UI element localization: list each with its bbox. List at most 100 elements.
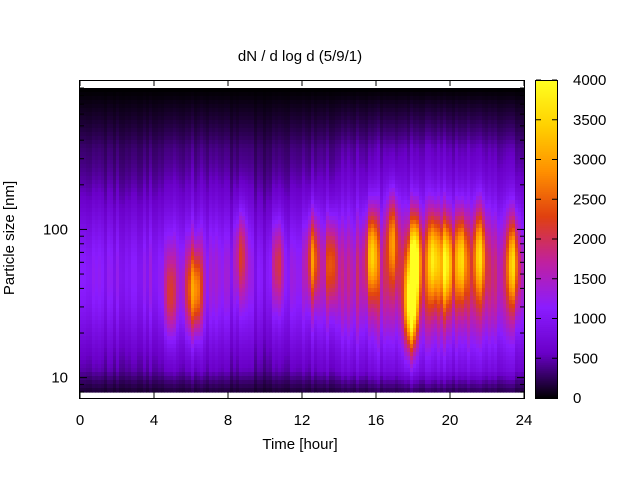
heatmap-cell: [146, 324, 150, 329]
heatmap-cell: [272, 208, 276, 213]
heatmap-cell: [257, 380, 261, 385]
heatmap-cell: [197, 360, 201, 365]
heatmap-cell: [233, 336, 237, 341]
heatmap-cell: [122, 316, 126, 321]
heatmap-cell: [167, 196, 171, 201]
heatmap-cell: [233, 388, 237, 393]
heatmap-cell: [101, 264, 105, 269]
heatmap-cell: [149, 220, 153, 225]
heatmap-cell: [221, 244, 225, 249]
heatmap-cell: [266, 340, 270, 345]
heatmap-cell: [89, 332, 93, 337]
heatmap-cell: [242, 368, 246, 373]
heatmap-cell: [128, 152, 132, 157]
heatmap-cell: [233, 168, 237, 173]
heatmap-cell: [212, 164, 216, 169]
heatmap-cell: [221, 388, 225, 393]
heatmap-cell: [200, 292, 204, 297]
heatmap-cell: [152, 180, 156, 185]
heatmap-cell: [140, 96, 144, 101]
heatmap-cell: [128, 96, 132, 101]
heatmap-cell: [266, 132, 270, 137]
heatmap-cell: [191, 120, 195, 125]
heatmap-cell: [179, 136, 183, 141]
heatmap-cell: [209, 148, 213, 153]
heatmap-cell: [269, 288, 273, 293]
heatmap-cell: [176, 352, 180, 357]
heatmap-cell: [221, 196, 225, 201]
heatmap-cell: [116, 192, 120, 197]
heatmap-cell: [107, 112, 111, 117]
heatmap-cell: [254, 380, 258, 385]
heatmap-cell: [200, 324, 204, 329]
heatmap-cell: [152, 228, 156, 233]
heatmap-cell: [260, 144, 264, 149]
heatmap-cell: [182, 144, 186, 149]
heatmap-cell: [158, 164, 162, 169]
heatmap-cell: [152, 312, 156, 317]
heatmap-cell: [257, 116, 261, 121]
heatmap-cell: [200, 260, 204, 265]
heatmap-cell: [95, 212, 99, 217]
heatmap-cell: [197, 276, 201, 281]
heatmap-cell: [230, 364, 234, 369]
heatmap-cell: [140, 220, 144, 225]
heatmap-cell: [149, 360, 153, 365]
heatmap-cell: [86, 240, 90, 245]
heatmap-cell: [161, 144, 165, 149]
heatmap-cell: [233, 276, 237, 281]
heatmap-cell: [113, 168, 117, 173]
heatmap-cell: [203, 376, 207, 381]
heatmap-cell: [92, 164, 96, 169]
heatmap-cell: [95, 280, 99, 285]
heatmap-cell: [86, 316, 90, 321]
heatmap-cell: [173, 136, 177, 141]
heatmap-cell: [224, 248, 228, 253]
heatmap-cell: [254, 316, 258, 321]
heatmap-cell: [185, 316, 189, 321]
heatmap-cell: [143, 156, 147, 161]
heatmap-cell: [155, 312, 159, 317]
heatmap-cell: [182, 296, 186, 301]
heatmap-cell: [173, 132, 177, 137]
heatmap-cell: [149, 92, 153, 97]
heatmap-cell: [143, 256, 147, 261]
heatmap-cell: [197, 120, 201, 125]
heatmap-cell: [242, 332, 246, 337]
heatmap-cell: [206, 308, 210, 313]
heatmap-cell: [272, 116, 276, 121]
heatmap-cell: [131, 352, 135, 357]
heatmap-cell: [89, 148, 93, 153]
heatmap-cell: [128, 244, 132, 249]
heatmap-cell: [191, 88, 195, 93]
heatmap-cell: [161, 108, 165, 113]
heatmap-cell: [197, 100, 201, 105]
heatmap-cell: [209, 232, 213, 237]
heatmap-cell: [116, 352, 120, 357]
heatmap-cell: [203, 200, 207, 205]
heatmap-cell: [272, 244, 276, 249]
heatmap-cell: [191, 192, 195, 197]
heatmap-cell: [143, 104, 147, 109]
heatmap-cell: [215, 272, 219, 277]
heatmap-cell: [266, 244, 270, 249]
heatmap-cell: [134, 228, 138, 233]
heatmap-cell: [179, 172, 183, 177]
heatmap-cell: [230, 380, 234, 385]
heatmap-cell: [143, 164, 147, 169]
heatmap-cell: [149, 176, 153, 181]
heatmap-cell: [182, 364, 186, 369]
heatmap-cell: [206, 212, 210, 217]
heatmap-cell: [155, 228, 159, 233]
heatmap-cell: [89, 324, 93, 329]
heatmap-cell: [158, 364, 162, 369]
heatmap-cell: [146, 344, 150, 349]
heatmap-cell: [266, 328, 270, 333]
heatmap-cell: [257, 288, 261, 293]
heatmap-cell: [146, 348, 150, 353]
heatmap-cell: [191, 252, 195, 257]
heatmap-cell: [110, 328, 114, 333]
heatmap-cell: [245, 376, 249, 381]
heatmap-cell: [167, 324, 171, 329]
heatmap-cell: [194, 160, 198, 165]
